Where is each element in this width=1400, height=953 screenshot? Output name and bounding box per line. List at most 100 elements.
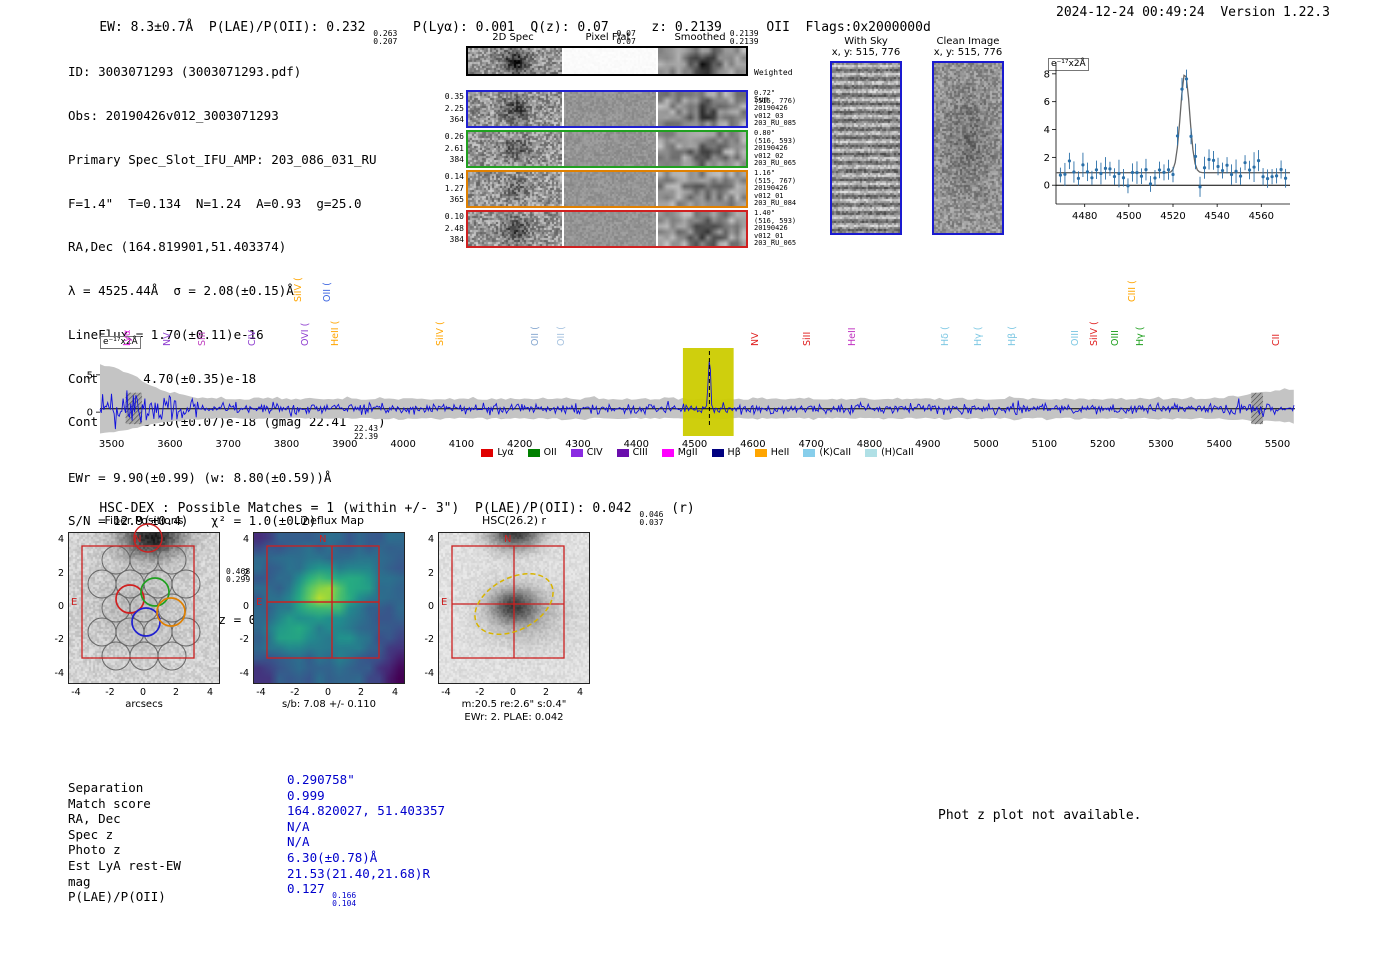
cutout-xtick: -2 [475, 687, 485, 698]
emission-line-label: CIII ( [1127, 280, 1138, 302]
svg-text:4100: 4100 [449, 439, 474, 450]
spec2d-row-values: 0.10 2.48 384 [442, 211, 464, 246]
spec2d-annotation-line: 203_RU_085 [754, 119, 797, 128]
row-2dspec-image [468, 132, 562, 166]
header-timestamp: 2024-12-24 00:49:24 Version 1.22.3 [1056, 5, 1330, 20]
cutout-xtick: 2 [542, 687, 550, 698]
cutout-xtick: -4 [256, 687, 266, 698]
legend-label: HeII [770, 447, 790, 458]
svg-text:0: 0 [1044, 181, 1050, 192]
cutout-xtick: 2 [357, 687, 365, 698]
info-radec-line: RA,Dec (164.819901,51.403374) [68, 239, 287, 255]
weighted-pixelflat-image [564, 48, 656, 74]
svg-text:4540: 4540 [1204, 211, 1229, 222]
weighted-smoothed-image [658, 48, 746, 74]
qz-bounds: 0.07 0.07 [616, 29, 636, 46]
emission-line-label: SiII [802, 331, 813, 346]
lineflux-map-image [253, 532, 405, 684]
row-smoothed-image [658, 92, 746, 126]
hsc-cutout-title: HSC(26.2) r [481, 514, 547, 527]
cutout-ytick: -4 [54, 668, 64, 679]
emission-line-label: SiIV ( [1089, 321, 1100, 346]
cutout-ytick: 0 [57, 601, 64, 612]
legend-item: (H)CaII [865, 447, 914, 458]
emission-line-label: Hβ ( [1007, 326, 1018, 346]
cutout-xtick: -4 [71, 687, 81, 698]
cutout-ytick: -4 [424, 668, 434, 679]
svg-text:5400: 5400 [1206, 439, 1231, 450]
legend-item: CIII [616, 447, 648, 458]
legend-item: MgII [661, 447, 698, 458]
legend-item: OII [527, 447, 557, 458]
legend-label: Lyα [497, 447, 514, 458]
match-row-value: 0.999 [287, 787, 325, 803]
spec2d-row-annotation: 0.72" (515, 776) 20190426 v012_03 203_RU_085 [754, 89, 814, 128]
row-pixelflat-image [564, 172, 656, 206]
clean-image [932, 61, 1004, 235]
spec2d-value: 2.25 [444, 103, 464, 113]
z-summary: z: 0.2139 [635, 20, 730, 35]
spec2d-row-values: 0.26 2.61 384 [442, 131, 464, 166]
spec2d-annotation-line: 20190426 [754, 144, 788, 153]
compass-east-label: E [256, 597, 263, 608]
svg-text:5100: 5100 [1032, 439, 1057, 450]
with-sky-image [830, 61, 902, 235]
info-ewr-line: EWr = 9.90(±0.99) (w: 8.80(±0.59))Å [68, 469, 332, 485]
legend-swatch [616, 448, 629, 457]
spec2d-annotation-line: (516, 593) [754, 216, 797, 225]
compass-north-label: N [134, 534, 142, 545]
spec2d-annotation-line: 20190426 [754, 224, 788, 233]
match-row-label: RA, Dec [68, 811, 121, 827]
weighted-2dspec-image [468, 48, 562, 74]
info-sn-line: S/N = 12.9(±0.4) χ² = 1.0(±0.2) [68, 513, 317, 529]
cutout-xtick: -4 [441, 687, 451, 698]
svg-text:2: 2 [1044, 153, 1050, 164]
match-row-label: P(LAE)/P(OII) [68, 889, 166, 905]
header-summary-line: EW: 8.3±0.7Å P(LAE)/P(OII): 0.232 0.263 0… [68, 5, 930, 61]
clean-image-panel: Clean Image x, y: 515, 776 [928, 36, 1008, 235]
compass-north-label: N [504, 534, 512, 545]
cutout-xtick: -2 [290, 687, 300, 698]
svg-text:5: 5 [87, 370, 93, 381]
legend-swatch [754, 448, 767, 457]
legend-label: (H)CaII [881, 447, 914, 458]
emission-line-label: OII ( [530, 326, 541, 346]
svg-text:4300: 4300 [565, 439, 590, 450]
svg-text:3900: 3900 [332, 439, 357, 450]
plae-ratio-bounds: 0.263 0.207 [373, 29, 398, 46]
spectrum-units-label: e⁻¹⁷x2Å [100, 336, 141, 349]
spec2d-value: 0.10 [444, 212, 464, 221]
legend-label: Hβ [727, 447, 741, 458]
spec2d-annotation-line: 1.40" [754, 209, 776, 217]
match-value-bounds: 0.166 0.104 [332, 891, 357, 909]
compass-east-label: E [71, 597, 78, 608]
clean-image-coords: x, y: 515, 776 [933, 47, 1003, 58]
match-row-value: 21.53(21.40,21.68)R [287, 865, 430, 881]
match-row-label: Spec z [68, 826, 114, 842]
svg-text:3800: 3800 [274, 439, 299, 450]
cutout-xtick: 4 [576, 687, 584, 698]
svg-text:3700: 3700 [216, 439, 241, 450]
cutout-ytick: -2 [239, 634, 249, 645]
spec2d-annotation-line: 0.72" [754, 89, 776, 97]
compass-north-label: N [319, 534, 327, 545]
spec2d-panel: 2D Spec Pixel Flat Smoothed Weighted Sum… [442, 32, 822, 254]
match-row-value: N/A [287, 834, 310, 850]
spec2d-row-images [466, 210, 748, 248]
row-smoothed-image [658, 132, 746, 166]
with-sky-coords: x, y: 515, 776 [831, 47, 901, 58]
svg-text:4: 4 [1044, 125, 1050, 136]
spec2d-row-images [466, 130, 748, 168]
svg-text:6: 6 [1044, 97, 1050, 108]
match-row-value: 164.820027, 51.403357 [287, 803, 446, 819]
legend-label: (K)CaII [819, 447, 852, 458]
legend-label: MgII [677, 447, 698, 458]
hsc-r-overlay [451, 545, 565, 659]
cutout-xtick: 2 [172, 687, 180, 698]
lineflux-xlabel: s/b: 7.08 +/- 0.110 [281, 699, 377, 710]
svg-text:4800: 4800 [857, 439, 882, 450]
svg-text:4520: 4520 [1160, 211, 1185, 222]
hsc-match-header: HSC-DEX : Possible Matches = 1 (within +… [99, 501, 695, 527]
emission-line-label: Hγ ( [973, 326, 984, 347]
spec2d-value: 2.61 [444, 143, 464, 153]
